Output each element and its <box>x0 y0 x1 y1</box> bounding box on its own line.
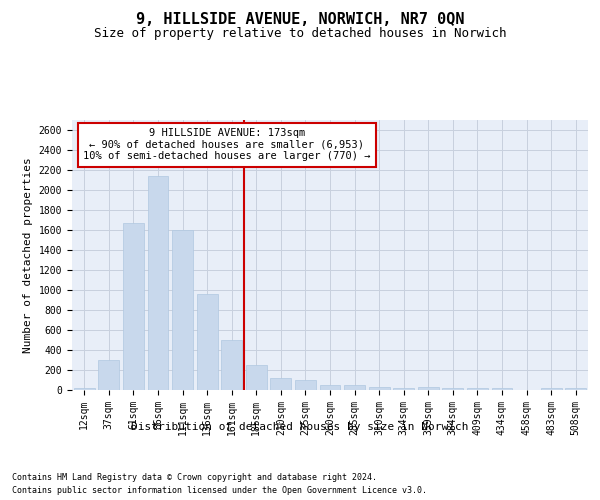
Bar <box>467 388 488 390</box>
Bar <box>172 230 193 390</box>
Bar <box>344 385 365 390</box>
Text: 9 HILLSIDE AVENUE: 173sqm
← 90% of detached houses are smaller (6,953)
10% of se: 9 HILLSIDE AVENUE: 173sqm ← 90% of detac… <box>83 128 371 162</box>
Bar <box>393 388 414 390</box>
Text: Contains public sector information licensed under the Open Government Licence v3: Contains public sector information licen… <box>12 486 427 495</box>
Text: Size of property relative to detached houses in Norwich: Size of property relative to detached ho… <box>94 28 506 40</box>
Bar <box>368 386 389 390</box>
Bar <box>418 387 439 390</box>
Bar <box>148 176 169 390</box>
Bar <box>271 378 292 390</box>
Bar <box>320 385 340 390</box>
Text: 9, HILLSIDE AVENUE, NORWICH, NR7 0QN: 9, HILLSIDE AVENUE, NORWICH, NR7 0QN <box>136 12 464 28</box>
Text: Distribution of detached houses by size in Norwich: Distribution of detached houses by size … <box>131 422 469 432</box>
Bar <box>541 388 562 390</box>
Bar <box>491 388 512 390</box>
Y-axis label: Number of detached properties: Number of detached properties <box>23 157 33 353</box>
Bar <box>98 360 119 390</box>
Bar <box>442 388 463 390</box>
Bar <box>221 340 242 390</box>
Text: Contains HM Land Registry data © Crown copyright and database right 2024.: Contains HM Land Registry data © Crown c… <box>12 472 377 482</box>
Bar <box>295 380 316 390</box>
Bar <box>197 294 218 390</box>
Bar <box>565 388 586 390</box>
Bar <box>246 365 267 390</box>
Bar <box>74 388 95 390</box>
Bar <box>123 223 144 390</box>
